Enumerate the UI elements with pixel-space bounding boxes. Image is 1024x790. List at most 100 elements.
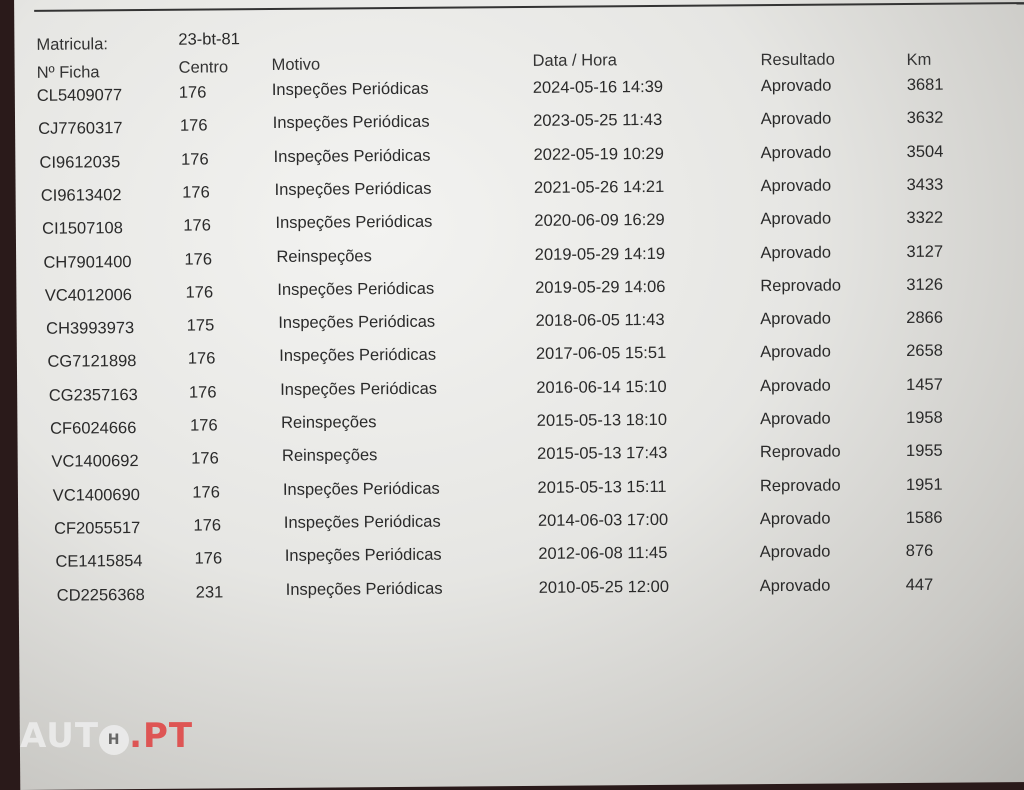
- header-centro: Centro: [178, 58, 229, 77]
- cell-resultado: Reprovado: [760, 276, 842, 295]
- cell-data: 2014-06-03 17:00: [537, 510, 669, 530]
- cell-ficha: CL5409077: [36, 86, 123, 105]
- cell-ficha: CD2256368: [56, 585, 145, 605]
- cell-resultado: Aprovado: [760, 143, 832, 162]
- cell-data: 2022-05-19 10:29: [533, 144, 664, 164]
- cell-centro: 176: [188, 383, 217, 402]
- cell-data: 2017-06-05 15:51: [535, 344, 667, 364]
- cell-centro: 176: [184, 249, 213, 269]
- cell-motivo: Inspeções Periódicas: [280, 379, 438, 399]
- cell-data: 2019-05-29 14:19: [534, 244, 666, 264]
- cell-resultado: Aprovado: [760, 376, 831, 395]
- cell-motivo: Inspeções Periódicas: [279, 346, 437, 366]
- cell-resultado: Aprovado: [760, 342, 831, 362]
- matricula-label: Matricula:: [36, 35, 109, 54]
- header-km: Km: [906, 50, 932, 69]
- cell-centro: 176: [190, 416, 218, 435]
- cell-data: 2012-06-08 11:45: [538, 544, 668, 564]
- cell-km: 447: [905, 575, 934, 594]
- cell-ficha: CH7901400: [43, 252, 132, 272]
- header-ficha: Nº Ficha: [36, 63, 100, 82]
- cell-km: 3433: [906, 175, 944, 194]
- cell-ficha: CF6024666: [50, 419, 137, 438]
- cell-resultado: Aprovado: [760, 243, 832, 262]
- cell-data: 2023-05-25 11:43: [533, 111, 663, 131]
- cell-data: 2010-05-25 12:00: [538, 577, 670, 597]
- cell-motivo: Inspeções Periódicas: [283, 512, 441, 532]
- cell-km: 3126: [906, 275, 944, 294]
- cell-resultado: Aprovado: [759, 509, 831, 529]
- cell-centro: 176: [185, 283, 214, 302]
- cell-centro: 176: [183, 216, 211, 235]
- cell-resultado: Aprovado: [759, 576, 831, 595]
- cell-km: 1951: [905, 475, 943, 494]
- cell-motivo: Reinspeções: [280, 413, 377, 432]
- cell-ficha: CE1415854: [55, 552, 143, 571]
- cell-resultado: Aprovado: [760, 76, 832, 96]
- cell-data: 2015-05-13 17:43: [537, 444, 668, 464]
- cell-centro: 231: [195, 582, 224, 602]
- cell-resultado: Aprovado: [759, 542, 831, 562]
- cell-km: 2658: [906, 342, 943, 361]
- cell-km: 1955: [905, 442, 943, 461]
- cell-centro: 176: [191, 449, 219, 468]
- cell-ficha: CI9612035: [39, 152, 121, 172]
- cell-data: 2020-06-09 16:29: [534, 211, 665, 231]
- cell-resultado: Aprovado: [760, 109, 832, 129]
- cell-centro: 176: [187, 349, 216, 369]
- cell-centro: 176: [179, 116, 208, 135]
- gear-shift-icon: H: [99, 725, 130, 755]
- cell-data: 2015-05-13 15:11: [537, 477, 667, 497]
- cell-centro: 176: [180, 150, 209, 169]
- cell-centro: 176: [178, 83, 207, 102]
- cell-data: 2018-06-05 11:43: [535, 310, 665, 331]
- cell-centro: 176: [192, 482, 220, 502]
- cell-resultado: Reprovado: [759, 442, 841, 462]
- cell-data: 2015-05-13 18:10: [536, 410, 668, 430]
- cell-km: 3504: [906, 142, 944, 161]
- cell-km: 3127: [906, 242, 944, 261]
- cell-km: 876: [905, 541, 934, 561]
- cell-ficha: CI9613402: [40, 186, 122, 205]
- cell-ficha: CJ7760317: [38, 119, 123, 139]
- matricula-value: 23-bt-81: [178, 30, 240, 49]
- header-data: Data / Hora: [532, 51, 618, 70]
- cell-motivo: Inspeções Periódicas: [277, 279, 435, 299]
- cell-motivo: Inspeções Periódicas: [274, 179, 432, 199]
- cell-km: 2866: [906, 308, 944, 328]
- cell-motivo: Inspeções Periódicas: [272, 113, 430, 133]
- header-motivo: Motivo: [271, 55, 321, 74]
- cell-motivo: Reinspeções: [281, 446, 378, 466]
- cell-km: 1958: [905, 408, 943, 428]
- cell-centro: 176: [193, 516, 222, 535]
- cell-centro: 176: [182, 183, 210, 202]
- cell-resultado: Aprovado: [760, 209, 832, 229]
- cell-ficha: CG7121898: [47, 352, 137, 372]
- document-page: Matricula: 23-bt-81 Nº Ficha Centro Moti…: [14, 0, 1024, 790]
- cell-km: 3322: [906, 208, 944, 228]
- cell-ficha: CH3993973: [46, 319, 135, 338]
- cell-ficha: VC4012006: [44, 285, 133, 305]
- divider: [34, 2, 1024, 12]
- cell-motivo: Inspeções Periódicas: [273, 146, 431, 166]
- cell-motivo: Inspeções Periódicas: [275, 212, 433, 233]
- cell-km: 3681: [906, 75, 944, 94]
- cell-resultado: Aprovado: [759, 409, 831, 429]
- cell-ficha: VC1400690: [52, 485, 141, 505]
- cell-data: 2019-05-29 14:06: [535, 277, 666, 297]
- cell-km: 1457: [906, 375, 943, 394]
- cell-resultado: Aprovado: [760, 176, 832, 196]
- cell-ficha: CG2357163: [48, 385, 138, 405]
- cell-motivo: Inspeções Periódicas: [284, 545, 442, 566]
- cell-resultado: Reprovado: [759, 476, 841, 495]
- cell-motivo: Inspeções Periódicas: [278, 312, 436, 333]
- cell-motivo: Reinspeções: [276, 246, 372, 266]
- cell-km: 1586: [905, 508, 943, 527]
- cell-ficha: CI1507108: [42, 219, 123, 238]
- cell-ficha: CF2055517: [54, 518, 141, 538]
- header-resultado: Resultado: [760, 50, 835, 70]
- cell-motivo: Inspeções Periódicas: [285, 579, 443, 599]
- cell-motivo: Inspeções Periódicas: [271, 79, 429, 99]
- cell-centro: 175: [186, 316, 215, 335]
- cell-motivo: Inspeções Periódicas: [282, 479, 440, 499]
